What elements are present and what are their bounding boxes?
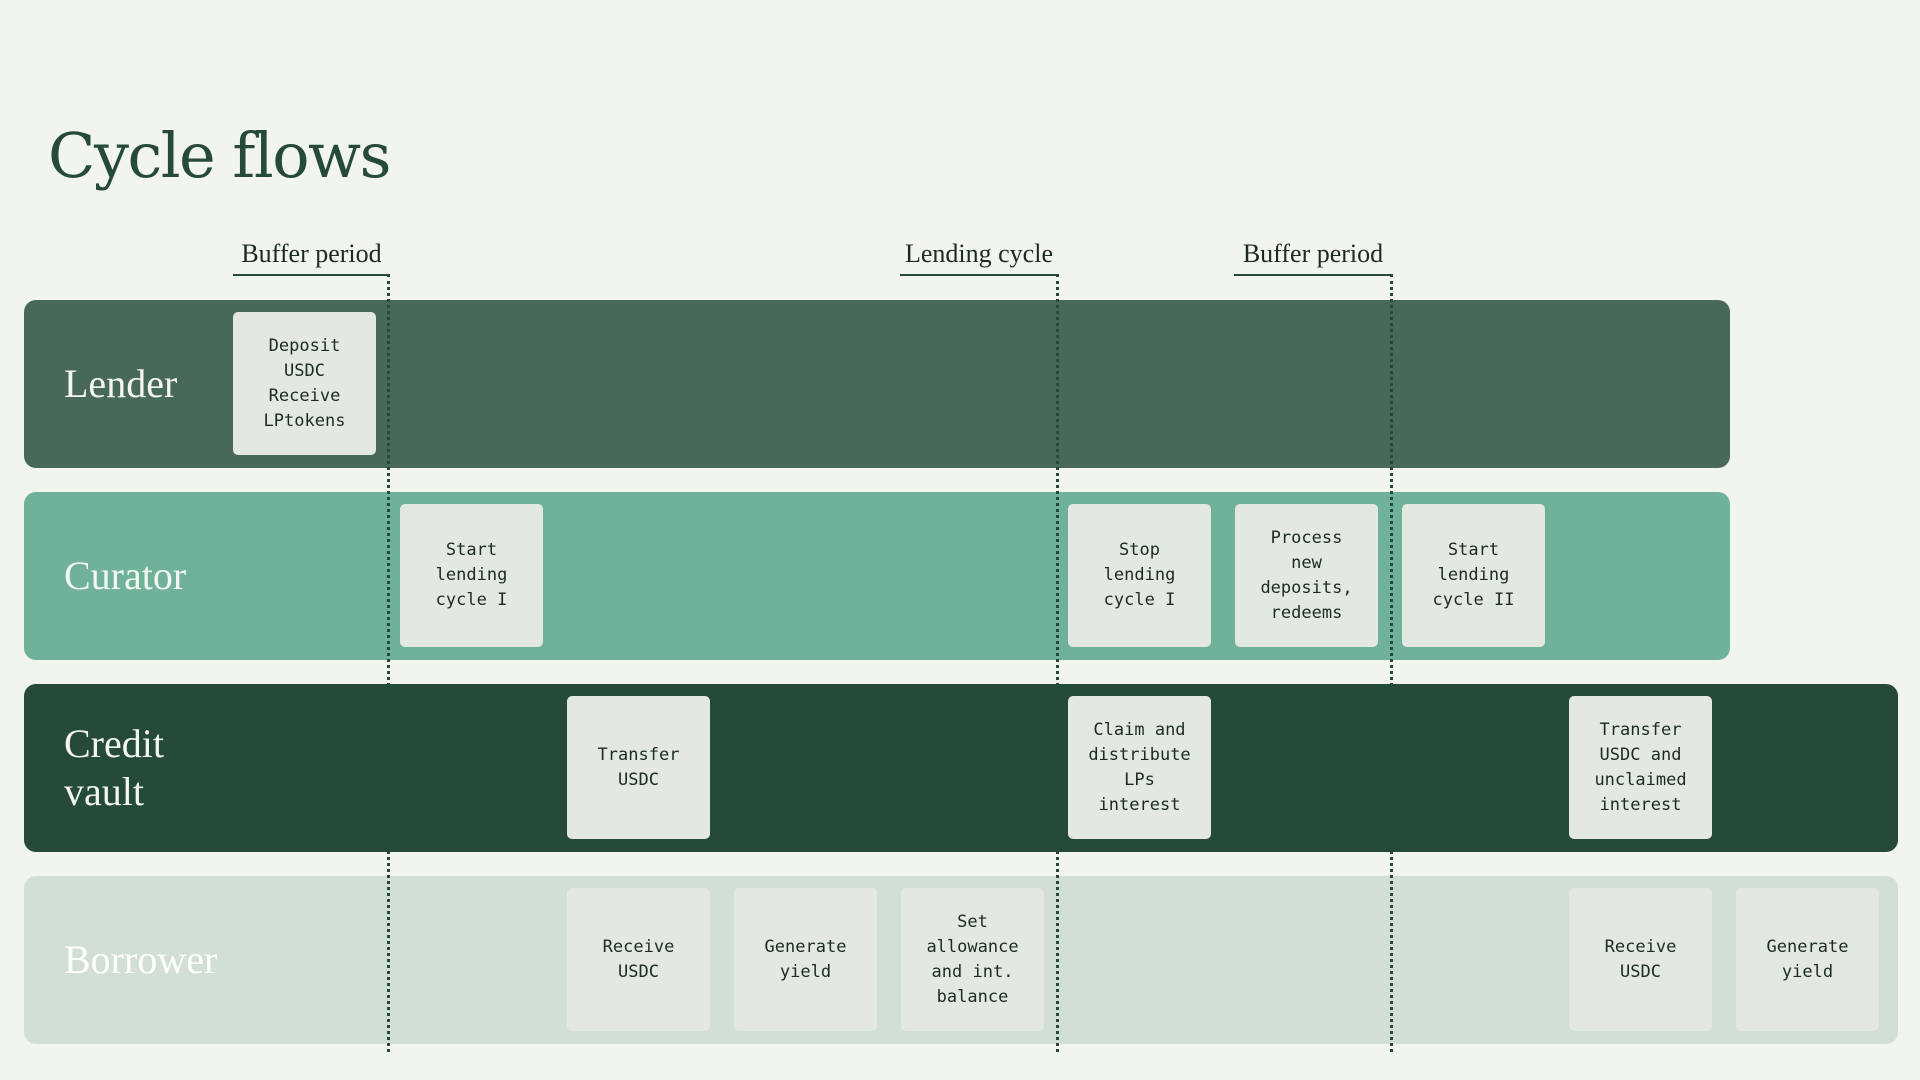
card-process-deposits-redeems: Process new deposits, redeems [1235,504,1378,647]
lane-label-lender: Lender [64,361,178,406]
page-title: Cycle flows [48,119,391,192]
lane-label-curator: Curator [64,553,187,598]
card-claim-distribute-interest: Claim and distribute LPs interest [1068,696,1211,839]
phase-label-buffer-period-1: Buffer period [233,238,390,276]
phase-label-lending-cycle: Lending cycle [900,238,1058,276]
lane-label-credit-vault: Credit vault [64,721,164,814]
card-transfer-usdc-unclaimed: Transfer USDC and unclaimed interest [1569,696,1712,839]
card-set-allowance: Set allowance and int. balance [901,888,1044,1031]
card-receive-usdc-2: Receive USDC [1569,888,1712,1031]
lane-label-borrower: Borrower [64,937,218,982]
card-start-lending-cycle-1: Start lending cycle I [400,504,543,647]
card-deposit-usdc: Deposit USDC Receive LPtokens [233,312,376,455]
card-generate-yield-1: Generate yield [734,888,877,1031]
phase-divider-1 [387,274,390,1052]
card-receive-usdc-1: Receive USDC [567,888,710,1031]
phase-label-buffer-period-2: Buffer period [1234,238,1392,276]
card-generate-yield-2: Generate yield [1736,888,1879,1031]
phase-divider-2 [1056,274,1059,1052]
phase-divider-3 [1390,274,1393,1052]
card-stop-lending-cycle-1: Stop lending cycle I [1068,504,1211,647]
card-start-lending-cycle-2: Start lending cycle II [1402,504,1545,647]
card-transfer-usdc: Transfer USDC [567,696,710,839]
